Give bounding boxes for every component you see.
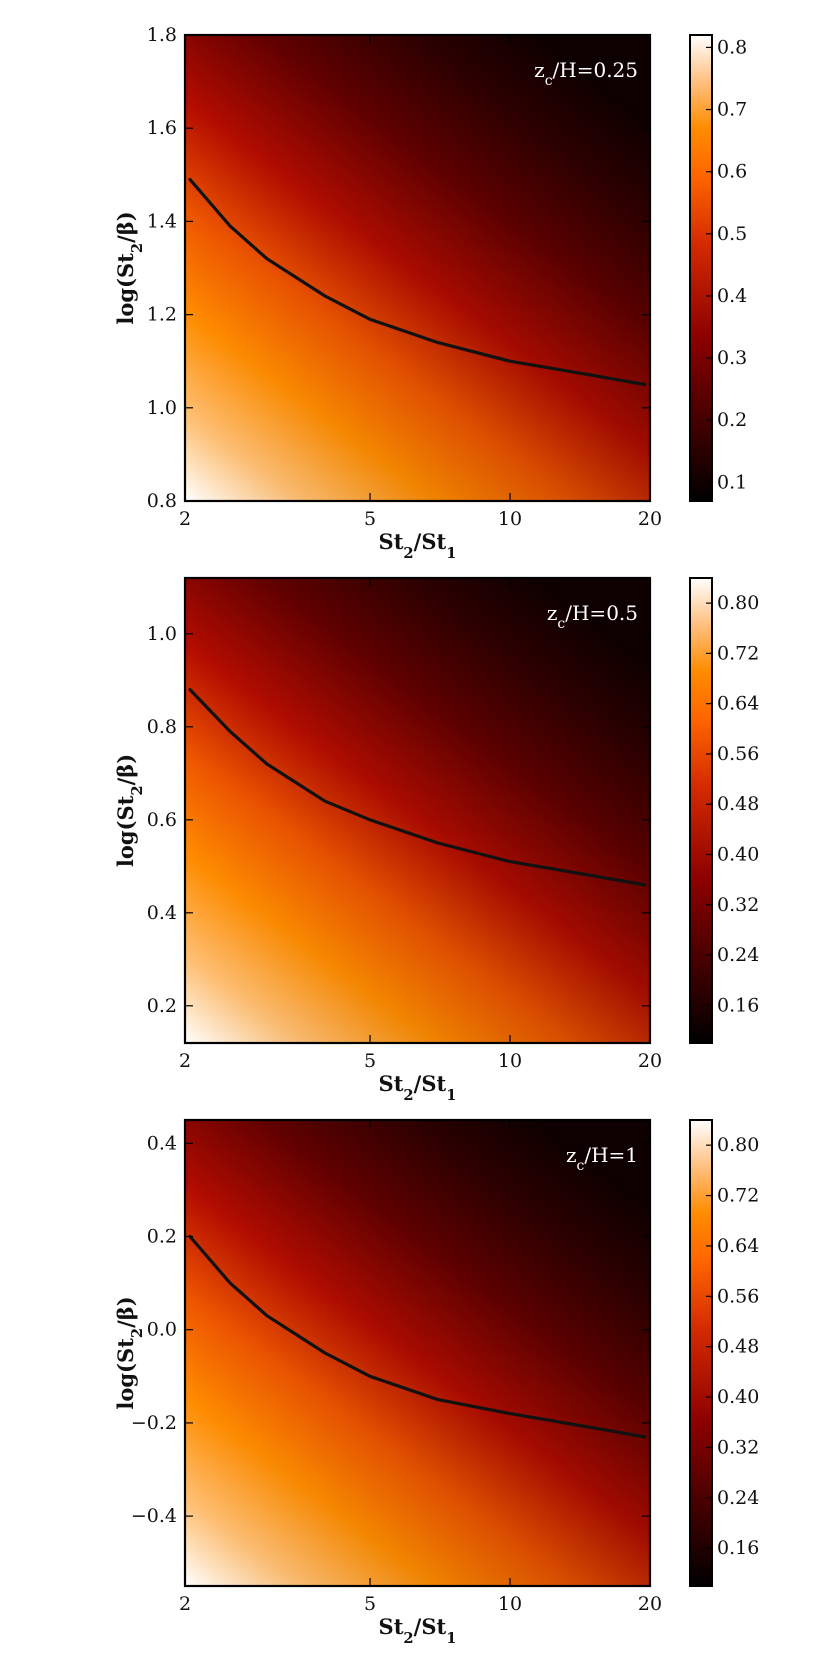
colorbar-tick-label: 0.80: [717, 592, 759, 614]
colorbar-frame: [689, 577, 713, 1044]
panel-1: zc/H=0.25 2 5 10 20 0.8 1.0 1.2 1.4 1.6 1.8 St2/St1…: [113, 24, 747, 562]
colorbar-tick-label: 0.2: [717, 409, 747, 431]
x-tick-label: 10: [498, 1593, 522, 1615]
colorbar-tick-label: 0.40: [717, 1386, 759, 1408]
colorbar-tick-label: 0.48: [717, 1336, 759, 1358]
x-axis-label: St2/St1: [379, 529, 457, 562]
x-tick-label: 20: [638, 1050, 662, 1072]
colorbar: 0.16 0.24 0.32 0.40 0.48 0.56 0.64 0.72 0.80: [689, 1119, 759, 1587]
colorbar-frame: [689, 1119, 713, 1587]
colorbar-tick-label: 0.72: [717, 1185, 759, 1207]
colorbar-tick-label: 0.72: [717, 642, 759, 664]
panel-3: zc/H=1 2 5 10 20 −0.4 −0.2 0.0 0.2 0.4 St2/St1 log(…: [113, 1118, 759, 1647]
x-tick-label: 5: [364, 1593, 376, 1615]
plot-frame: [183, 1118, 652, 1588]
contour-line: [188, 177, 647, 387]
x-tick-label: 5: [364, 1050, 376, 1072]
colorbar-frame: [689, 34, 713, 502]
colorbar-tick-label: 0.6: [717, 161, 747, 183]
x-tick-label: 10: [498, 1050, 522, 1072]
x-tick-label: 2: [179, 1593, 191, 1615]
plot-frame: [183, 33, 652, 503]
y-tick-label: 1.0: [147, 623, 177, 645]
y-tick-label: 0.0: [147, 1319, 177, 1341]
colorbar-gradient: [690, 578, 712, 1043]
y-tick-label: 1.4: [147, 210, 177, 232]
heatmap-shade: [185, 35, 650, 501]
colorbar-tick-label: 0.3: [717, 347, 747, 369]
colorbar-tick-label: 0.24: [717, 1487, 759, 1509]
y-axis-label: log(St2/β): [113, 754, 146, 867]
plot-frame: [183, 576, 652, 1045]
x-tick-label: 20: [638, 1593, 662, 1615]
colorbar-tick-label: 0.8: [717, 36, 747, 58]
y-tick-label: 1.6: [147, 117, 177, 139]
x-axis-label: St2/St1: [379, 1071, 457, 1104]
x-tick-label: 2: [179, 508, 191, 530]
y-tick-label: 0.2: [147, 1226, 177, 1248]
colorbar-tick-label: 0.64: [717, 693, 759, 715]
y-tick-label: 0.8: [147, 490, 177, 512]
panel-annotation: zc/H=0.5: [547, 601, 638, 632]
x-tick-label: 5: [364, 508, 376, 530]
colorbar-tick-label: 0.32: [717, 1436, 759, 1458]
contour-line: [188, 688, 647, 887]
heatmap-shade: [185, 578, 650, 1043]
y-tick-label: 0.6: [147, 809, 177, 831]
colorbar-tick-label: 0.32: [717, 894, 759, 916]
panel-annotation: zc/H=0.25: [534, 58, 638, 89]
colorbar-tick-label: 0.56: [717, 743, 759, 765]
colorbar: 0.16 0.24 0.32 0.40 0.48 0.56 0.64 0.72 0.80: [689, 577, 759, 1044]
colorbar-tick-label: 0.24: [717, 944, 759, 966]
colorbar-gradient: [690, 1120, 712, 1586]
y-tick-label: 1.8: [147, 24, 177, 46]
colorbar-tick-label: 0.4: [717, 285, 747, 307]
colorbar-tick-label: 0.16: [717, 1537, 759, 1559]
y-tick-label: 1.2: [147, 304, 177, 326]
colorbar-tick-label: 0.48: [717, 793, 759, 815]
colorbar-tick-label: 0.7: [717, 99, 747, 121]
y-tick-label: 0.4: [147, 902, 177, 924]
y-tick-label: 0.4: [147, 1132, 177, 1154]
x-axis-label: St2/St1: [379, 1614, 457, 1647]
y-tick-label: −0.4: [131, 1505, 177, 1527]
colorbar-tick-label: 0.80: [717, 1134, 759, 1156]
x-tick-label: 20: [638, 508, 662, 530]
x-tick-label: 10: [498, 508, 522, 530]
y-tick-label: 1.0: [147, 397, 177, 419]
y-axis-label: log(St2/β): [113, 1296, 146, 1409]
y-tick-label: 0.2: [147, 995, 177, 1017]
colorbar-tick-label: 0.16: [717, 994, 759, 1016]
colorbar-tick-label: 0.5: [717, 223, 747, 245]
heatmap-shade: [185, 1120, 650, 1586]
colorbar-tick-label: 0.64: [717, 1235, 759, 1257]
x-tick-label: 2: [179, 1050, 191, 1072]
y-tick-label: 0.8: [147, 716, 177, 738]
colorbar-tick-label: 0.1: [717, 471, 747, 493]
panel-2: zc/H=0.5 2 5 10 20 0.2 0.4 0.6 0.8 1.0 St2/St1 log(…: [113, 576, 759, 1104]
contour-line: [188, 1234, 647, 1439]
colorbar-tick-label: 0.56: [717, 1285, 759, 1307]
panel-annotation: zc/H=1: [566, 1143, 638, 1174]
colorbar: 0.1 0.2 0.3 0.4 0.5 0.6 0.7 0.8: [689, 34, 747, 502]
colorbar-gradient: [690, 35, 712, 501]
colorbar-tick-label: 0.40: [717, 843, 759, 865]
y-tick-label: −0.2: [131, 1412, 177, 1434]
y-axis-label: log(St2/β): [113, 211, 146, 324]
